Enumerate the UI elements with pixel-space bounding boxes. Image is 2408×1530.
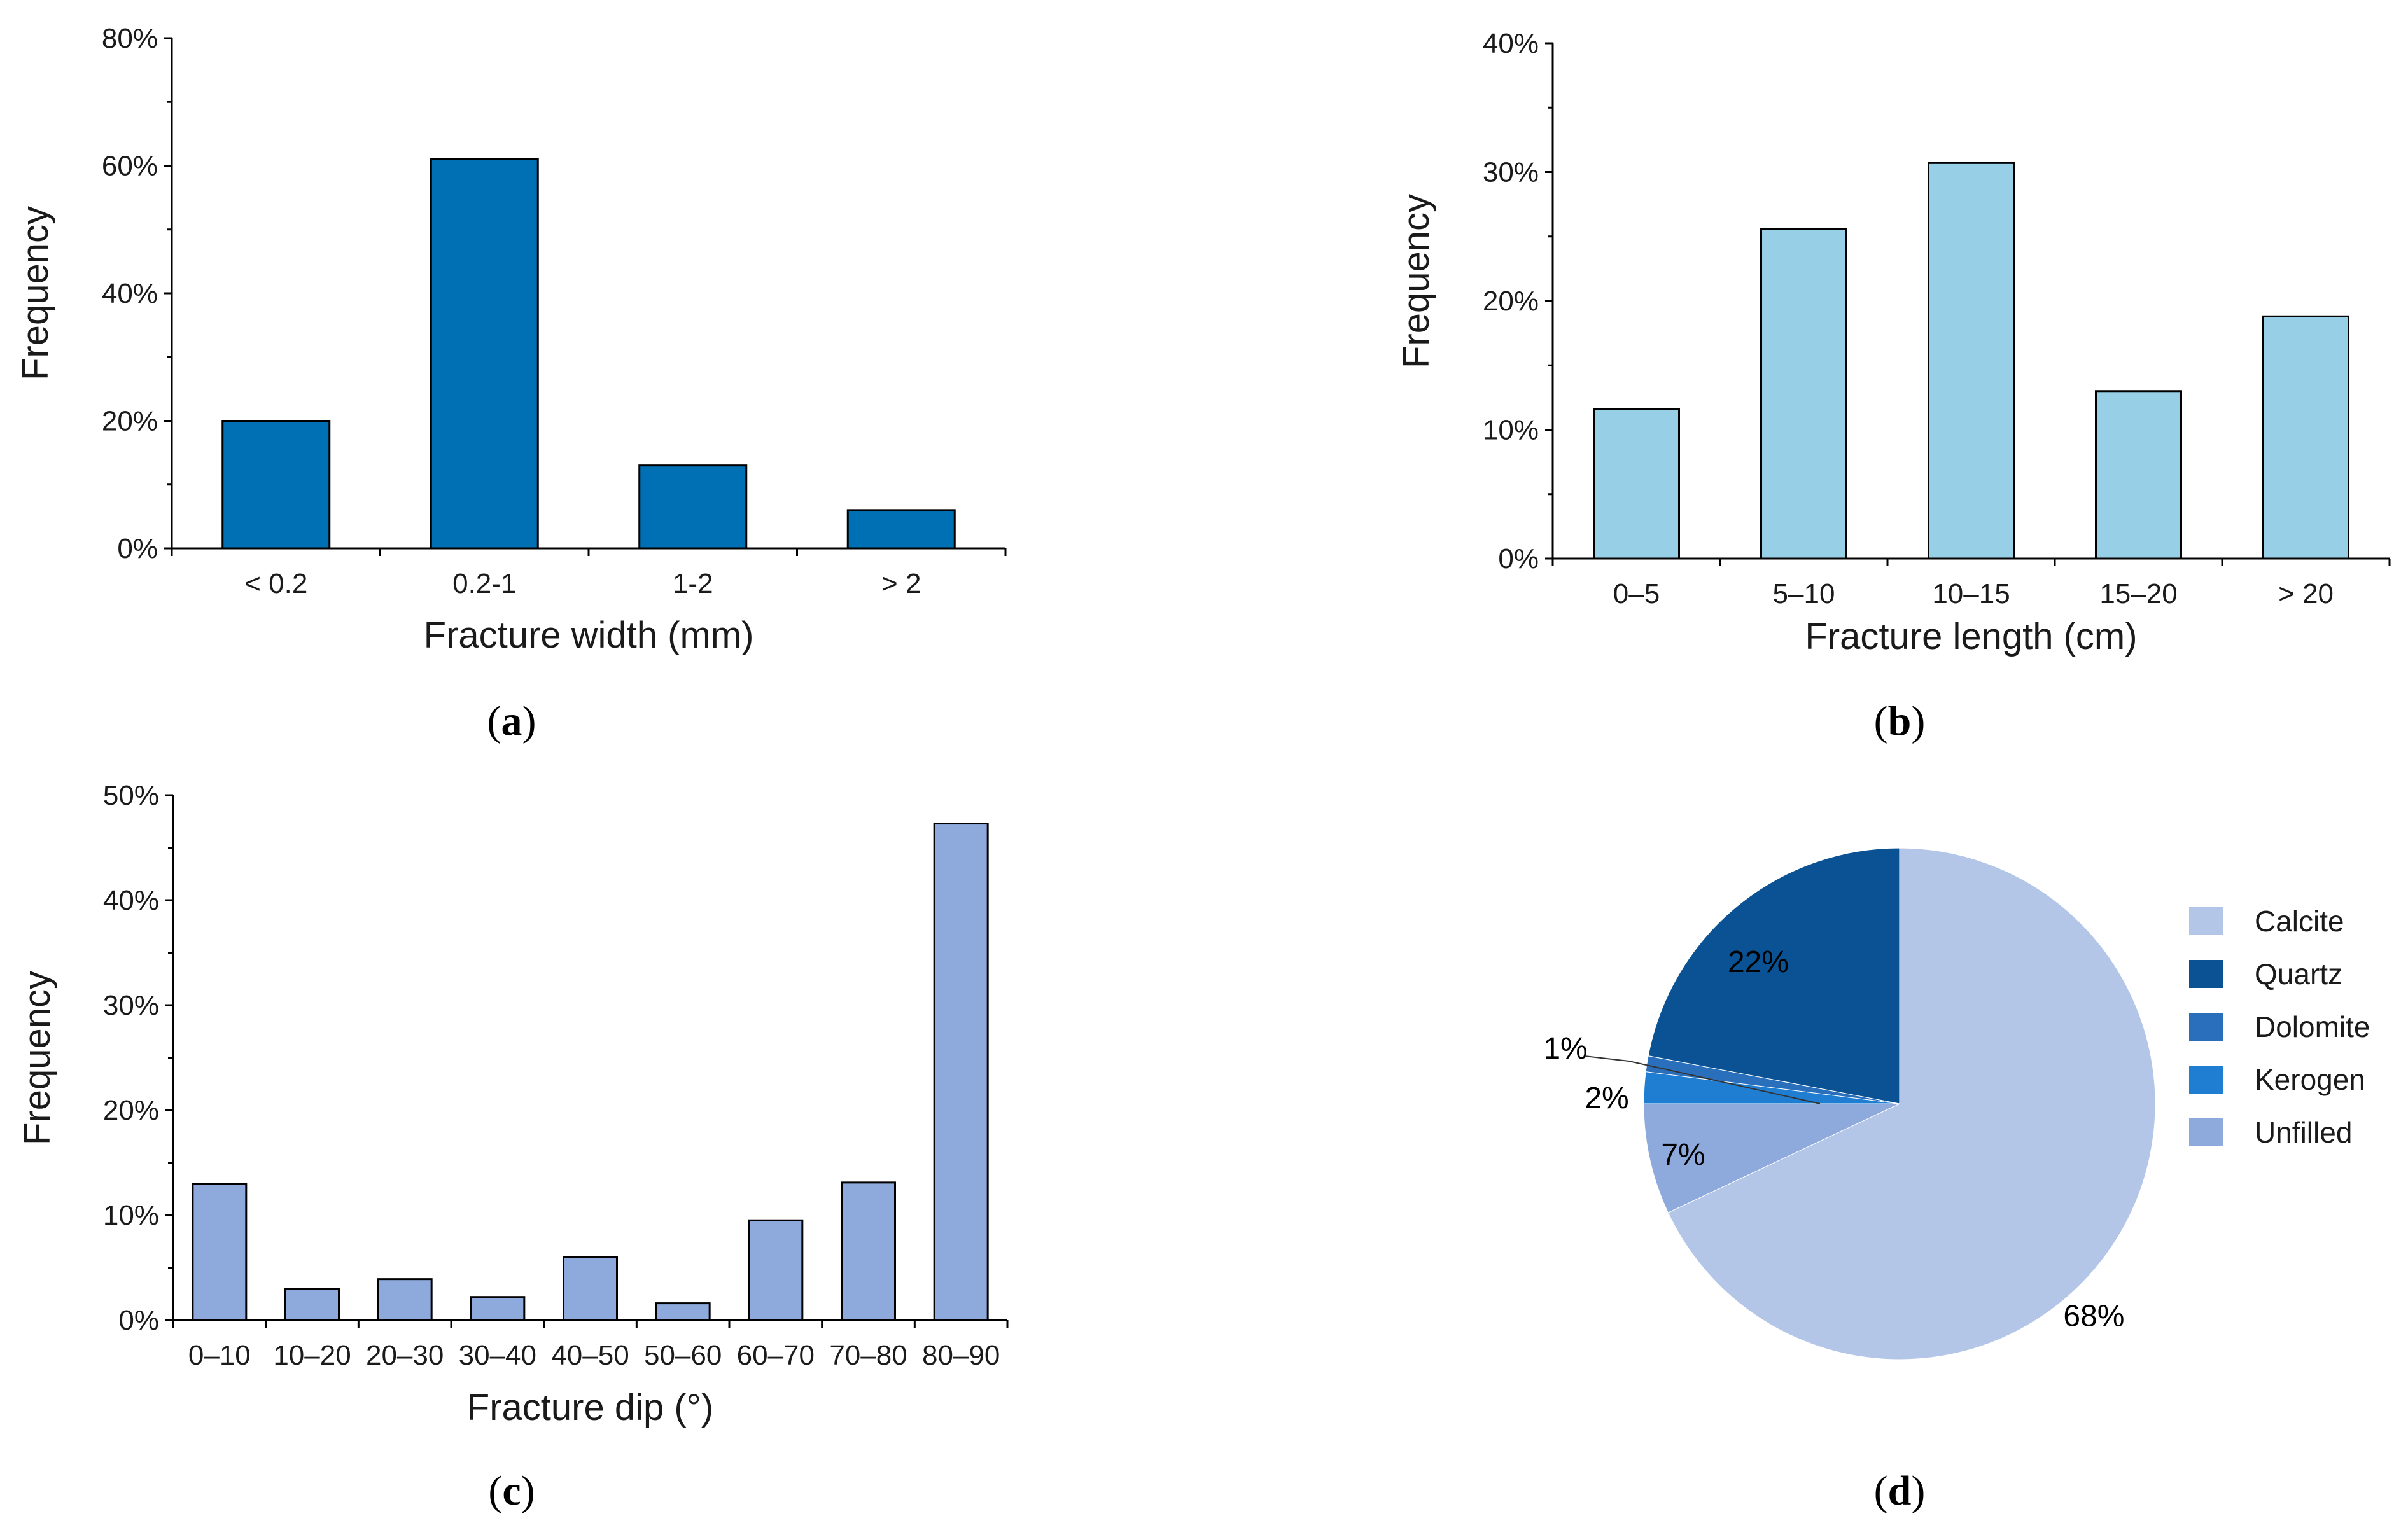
y-tick-label: 0% [1498, 543, 1539, 574]
panel-label-open: ( [488, 1468, 502, 1514]
bar-2 [430, 158, 539, 550]
pie-label-kerogen: 2% [1585, 1081, 1628, 1115]
bar-1 [1593, 408, 1680, 560]
panel-label: (b) [1874, 698, 1926, 744]
legend-label-kerogen: Kerogen [2255, 1063, 2365, 1096]
legend-swatch-dolomite [2189, 1013, 2223, 1041]
y-tick-label: 0% [118, 1305, 159, 1336]
panel-label-close: ) [1911, 1468, 1925, 1514]
panel-label-open: ( [1874, 698, 1888, 744]
pie-slice-calcite [1667, 847, 2156, 1360]
y-tick-label: 20% [1483, 286, 1539, 317]
x-tick-label: 0–10 [188, 1340, 251, 1371]
bar-1 [221, 420, 331, 550]
y-tick-label: 10% [103, 1200, 159, 1231]
legend-label-dolomite: Dolomite [2255, 1010, 2370, 1043]
pie-legend: Calcite Quartz Dolomite Kerogen Unfilled [2189, 905, 2370, 1149]
legend-label-unfilled: Unfilled [2255, 1116, 2352, 1149]
y-tick-label: 40% [1483, 28, 1539, 59]
legend-swatch-quartz [2189, 960, 2223, 988]
bar-3 [638, 464, 748, 550]
y-tick-label: 30% [1483, 157, 1539, 188]
panel-label-open: ( [1874, 1468, 1888, 1514]
panel-label: (a) [487, 698, 536, 744]
chart-a: 0% 20% 40% 60% 80% < 0.2 0.2-1 1-2 > 2 Fracture w… [15, 23, 1007, 744]
x-tick-label: 50–60 [644, 1340, 722, 1371]
y-tick-label: 30% [103, 990, 159, 1021]
bar-4 [470, 1296, 526, 1321]
y-tick-label: 60% [102, 151, 158, 182]
x-axis-title: Fracture length (cm) [1805, 616, 2137, 657]
bar-2 [1760, 228, 1847, 560]
pie-label-unfilled: 7% [1661, 1138, 1705, 1172]
y-tick-label: 10% [1483, 415, 1539, 446]
legend-swatch-unfilled [2189, 1118, 2223, 1146]
x-tick-label: > 20 [2278, 578, 2334, 609]
pie-label-quartz: 22% [1728, 945, 1789, 979]
chart-d: 68% 7% 2% 1% 22% Calcite Quartz Dolomite Kerogen… [1543, 847, 2370, 1514]
y-tick-label: 0% [117, 533, 158, 564]
panel-label-close: ) [521, 1468, 535, 1514]
x-axis-title: Fracture dip (°) [467, 1387, 713, 1428]
x-tick-label: 20–30 [366, 1340, 444, 1371]
legend-label-calcite: Calcite [2255, 905, 2344, 938]
x-tick-label: 60–70 [737, 1340, 815, 1371]
bar-2 [284, 1288, 340, 1321]
bar-4 [2095, 390, 2182, 560]
y-axis-title: Frequency [1396, 194, 1437, 368]
chart-c: 0% 10% 20% 30% 40% 50% 0–10 10–20 20–30 30–40 40–5… [17, 780, 1009, 1514]
bar-4 [846, 509, 956, 550]
bar-1 [192, 1183, 248, 1321]
legend-swatch-kerogen [2189, 1066, 2223, 1094]
bar-8 [841, 1181, 896, 1321]
panel-label-letter: a [501, 698, 522, 744]
panel-label-open: ( [487, 698, 501, 744]
x-tick-label: 10–20 [273, 1340, 351, 1371]
bar-6 [655, 1302, 711, 1321]
x-tick-label: 1-2 [673, 568, 713, 599]
x-tick-label: < 0.2 [244, 568, 307, 599]
bar-7 [748, 1219, 804, 1321]
bar-9 [933, 823, 989, 1321]
chart-b: 0% 10% 20% 30% 40% 0–5 5–10 10–15 15–20 > 20 Fract… [1396, 28, 2391, 744]
pie-slice-quartz [1648, 847, 1900, 1104]
pie-label-calcite: 68% [2063, 1300, 2124, 1333]
panel-label-close: ) [1911, 698, 1925, 744]
x-tick-label: 15–20 [2099, 578, 2177, 609]
panel-label: (c) [488, 1468, 535, 1514]
y-tick-label: 50% [103, 780, 159, 811]
y-tick-label: 40% [103, 885, 159, 916]
x-tick-label: 70–80 [829, 1340, 907, 1371]
leader-line-dolomite [1584, 1055, 1821, 1104]
y-axis-title: Frequency [17, 971, 58, 1145]
x-tick-label: 5–10 [1773, 578, 1835, 609]
x-tick-label: 0.2-1 [452, 568, 516, 599]
y-tick-label: 40% [102, 278, 158, 309]
bar-3 [377, 1278, 433, 1321]
panel-label-letter: b [1888, 698, 1912, 744]
legend-label-quartz: Quartz [2255, 957, 2342, 991]
pie-slice-unfilled [1643, 1103, 1900, 1213]
pie-label-dolomite: 1% [1543, 1032, 1587, 1066]
y-tick-label: 20% [103, 1095, 159, 1126]
x-axis-title: Fracture width (mm) [424, 615, 754, 656]
x-tick-label: 10–15 [1932, 578, 2010, 609]
bar-5 [563, 1256, 618, 1321]
x-tick-label: 0–5 [1613, 578, 1660, 609]
x-tick-label: 40–50 [551, 1340, 629, 1371]
y-tick-label: 80% [102, 23, 158, 54]
panel-label-letter: c [502, 1468, 521, 1514]
x-tick-label: 30–40 [459, 1340, 536, 1371]
panel-label: (d) [1874, 1468, 1926, 1514]
y-tick-label: 20% [102, 406, 158, 437]
y-axis-title: Frequency [15, 206, 56, 380]
x-tick-label: 80–90 [922, 1340, 1000, 1371]
panel-label-letter: d [1888, 1468, 1912, 1514]
panel-label-close: ) [522, 698, 536, 744]
bar-5 [2262, 315, 2349, 560]
legend-swatch-calcite [2189, 907, 2223, 935]
bar-3 [1928, 162, 2015, 560]
x-tick-label: > 2 [881, 568, 921, 599]
